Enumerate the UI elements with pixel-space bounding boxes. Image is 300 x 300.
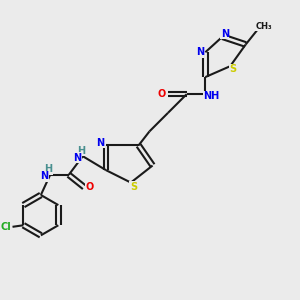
Text: N: N bbox=[73, 153, 81, 163]
Text: N: N bbox=[96, 138, 104, 148]
Text: H: H bbox=[77, 146, 85, 156]
Text: O: O bbox=[158, 89, 166, 99]
Text: S: S bbox=[130, 182, 137, 192]
Text: S: S bbox=[230, 64, 237, 74]
Text: N: N bbox=[221, 28, 229, 39]
Text: N: N bbox=[196, 47, 204, 57]
Text: N: N bbox=[40, 171, 48, 182]
Text: H: H bbox=[44, 164, 53, 174]
Text: NH: NH bbox=[203, 91, 220, 101]
Text: Cl: Cl bbox=[1, 222, 12, 232]
Text: CH₃: CH₃ bbox=[255, 22, 272, 31]
Text: O: O bbox=[86, 182, 94, 192]
